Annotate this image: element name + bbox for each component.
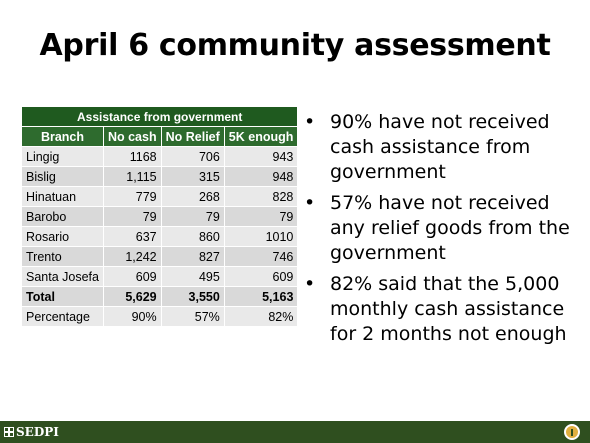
bullet-item: • 82% said that the 5,000 monthly cash a… xyxy=(304,272,574,347)
cell-branch: Santa Josefa xyxy=(21,266,104,287)
bullet-list: • 90% have not received cash assistance … xyxy=(304,110,574,353)
cell-branch: Barobo xyxy=(21,206,104,227)
cell-branch: Rosario xyxy=(21,226,104,247)
cell-no-cash: 1,115 xyxy=(102,166,162,187)
cell-5k-enough: 943 xyxy=(223,146,299,167)
cell-no-cash: 79 xyxy=(102,206,162,227)
cell-branch: Bislig xyxy=(21,166,104,187)
column-header-5k-enough: 5K enough xyxy=(223,126,299,147)
cell-5k-enough: 948 xyxy=(223,166,299,187)
sedpi-logo-text: SEDPI xyxy=(16,425,59,439)
table-row: Hinatuan 779 268 828 xyxy=(21,186,299,207)
footer-bar: SEDPI xyxy=(0,421,590,443)
bullet-item: • 57% have not received any relief goods… xyxy=(304,191,574,266)
cell-total-no-cash: 5,629 xyxy=(102,286,162,307)
cell-no-relief: 706 xyxy=(160,146,225,167)
cell-5k-enough: 609 xyxy=(223,266,299,287)
cell-no-relief: 495 xyxy=(160,266,225,287)
table-percentage-row: Percentage 90% 57% 82% xyxy=(21,306,299,327)
table-caption: Assistance from government xyxy=(20,106,299,127)
cell-no-relief: 860 xyxy=(160,226,225,247)
sedpi-logo: SEDPI xyxy=(4,424,59,440)
cell-no-relief: 79 xyxy=(160,206,225,227)
table-row: Trento 1,242 827 746 xyxy=(21,246,299,267)
cell-no-cash: 1168 xyxy=(102,146,162,167)
cell-total-no-relief: 3,550 xyxy=(160,286,225,307)
seal-icon xyxy=(564,424,580,440)
cell-branch: Lingig xyxy=(21,146,104,167)
cell-no-relief: 827 xyxy=(160,246,225,267)
cell-branch: Hinatuan xyxy=(21,186,104,207)
bullet-dot-icon: • xyxy=(304,273,316,295)
table-row: Barobo 79 79 79 xyxy=(21,206,299,227)
cell-branch: Trento xyxy=(21,246,104,267)
bullet-text: 90% have not received cash assistance fr… xyxy=(330,111,550,183)
cell-no-relief: 268 xyxy=(160,186,225,207)
column-header-branch: Branch xyxy=(21,126,104,147)
cell-no-relief: 315 xyxy=(160,166,225,187)
table-row: Lingig 1168 706 943 xyxy=(21,146,299,167)
table-total-row: Total 5,629 3,550 5,163 xyxy=(21,286,299,307)
bullet-item: • 90% have not received cash assistance … xyxy=(304,110,574,185)
sedpi-logo-icon xyxy=(4,427,14,437)
cell-5k-enough: 1010 xyxy=(223,226,299,247)
table-row: Bislig 1,115 315 948 xyxy=(21,166,299,187)
cell-percentage-5k-enough: 82% xyxy=(223,306,299,327)
cell-5k-enough: 828 xyxy=(223,186,299,207)
cell-5k-enough: 79 xyxy=(223,206,299,227)
column-header-no-relief: No Relief xyxy=(160,126,225,147)
cell-no-cash: 609 xyxy=(102,266,162,287)
column-header-no-cash: No cash xyxy=(102,126,162,147)
cell-no-cash: 779 xyxy=(102,186,162,207)
cell-total-label: Total xyxy=(21,286,104,307)
bullet-text: 82% said that the 5,000 monthly cash ass… xyxy=(330,273,567,345)
table-row: Rosario 637 860 1010 xyxy=(21,226,299,247)
cell-total-5k-enough: 5,163 xyxy=(223,286,299,307)
cell-percentage-no-cash: 90% xyxy=(102,306,162,327)
assistance-table: Assistance from government Branch No cas… xyxy=(20,106,299,327)
cell-5k-enough: 746 xyxy=(223,246,299,267)
cell-no-cash: 637 xyxy=(102,226,162,247)
bullet-dot-icon: • xyxy=(304,192,316,214)
cell-no-cash: 1,242 xyxy=(102,246,162,267)
cell-percentage-no-relief: 57% xyxy=(160,306,225,327)
table-row: Santa Josefa 609 495 609 xyxy=(21,266,299,287)
bullet-dot-icon: • xyxy=(304,111,316,133)
bullet-text: 57% have not received any relief goods f… xyxy=(330,192,570,264)
slide-title: April 6 community assessment xyxy=(39,28,551,63)
cell-percentage-label: Percentage xyxy=(21,306,104,327)
